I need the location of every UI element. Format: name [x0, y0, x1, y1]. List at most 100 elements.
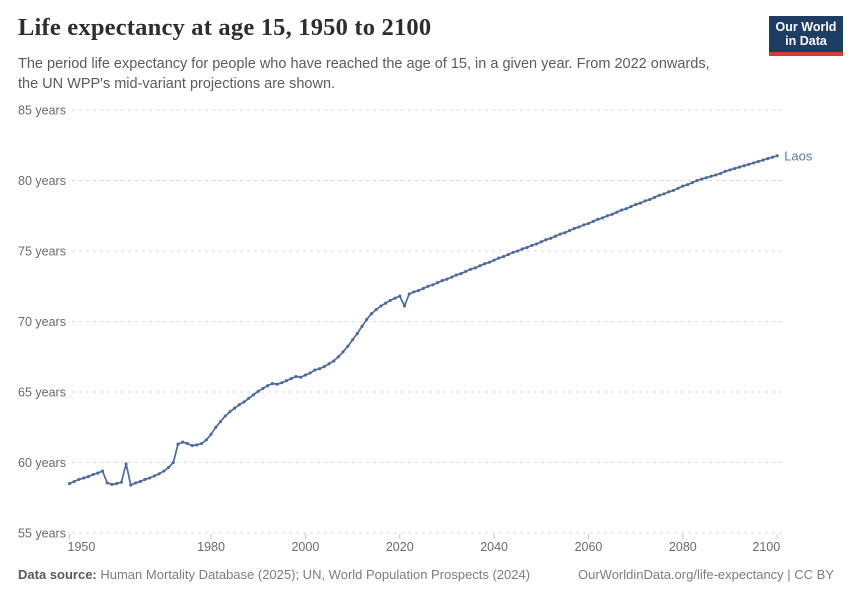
data-point[interactable]: [591, 219, 595, 223]
data-point[interactable]: [346, 344, 350, 348]
data-point[interactable]: [162, 469, 166, 473]
data-point[interactable]: [728, 168, 732, 172]
data-point[interactable]: [303, 373, 307, 377]
data-point[interactable]: [218, 420, 223, 424]
data-point[interactable]: [355, 331, 359, 336]
data-point[interactable]: [671, 188, 675, 192]
data-point[interactable]: [251, 393, 256, 397]
data-point[interactable]: [119, 480, 123, 484]
data-point[interactable]: [511, 250, 515, 254]
data-point[interactable]: [468, 267, 473, 271]
data-point[interactable]: [374, 307, 378, 312]
data-point[interactable]: [280, 381, 284, 385]
footer-citation-link[interactable]: OurWorldinData.org/life-expectancy | CC …: [577, 567, 834, 582]
data-point[interactable]: [129, 483, 133, 487]
data-point[interactable]: [209, 432, 213, 436]
data-point[interactable]: [431, 283, 435, 287]
data-point[interactable]: [586, 221, 591, 226]
data-point[interactable]: [704, 176, 708, 180]
data-point[interactable]: [421, 286, 425, 290]
data-point[interactable]: [360, 324, 364, 328]
data-point[interactable]: [454, 273, 458, 277]
data-point[interactable]: [181, 440, 185, 444]
data-point[interactable]: [582, 223, 586, 227]
data-point[interactable]: [435, 281, 440, 285]
series-end-label[interactable]: Laos: [784, 148, 813, 163]
data-point[interactable]: [530, 243, 534, 247]
data-point[interactable]: [384, 301, 388, 305]
data-point[interactable]: [667, 190, 671, 194]
data-point[interactable]: [605, 214, 609, 218]
data-point[interactable]: [351, 338, 355, 342]
data-point[interactable]: [492, 258, 496, 262]
data-point[interactable]: [695, 178, 699, 183]
data-point[interactable]: [657, 193, 661, 197]
data-point[interactable]: [440, 279, 444, 283]
data-point[interactable]: [100, 469, 105, 473]
data-point[interactable]: [652, 195, 657, 199]
data-point[interactable]: [752, 161, 756, 165]
data-point[interactable]: [473, 266, 477, 270]
data-point[interactable]: [700, 177, 704, 181]
series-points-laos[interactable]: [67, 154, 779, 487]
data-point[interactable]: [662, 192, 666, 196]
data-point[interactable]: [775, 154, 779, 158]
data-point[interactable]: [520, 247, 524, 251]
data-point[interactable]: [228, 410, 232, 414]
data-point[interactable]: [723, 169, 727, 173]
data-point[interactable]: [72, 479, 76, 484]
data-point[interactable]: [152, 474, 156, 478]
data-point[interactable]: [308, 371, 312, 375]
data-point[interactable]: [714, 173, 718, 177]
data-point[interactable]: [138, 479, 142, 484]
data-point[interactable]: [341, 350, 345, 354]
data-point[interactable]: [709, 174, 713, 178]
data-point[interactable]: [379, 304, 383, 308]
data-point[interactable]: [110, 482, 114, 486]
data-point[interactable]: [459, 272, 463, 276]
data-point[interactable]: [402, 304, 407, 308]
data-point[interactable]: [553, 234, 558, 238]
data-point[interactable]: [369, 312, 374, 316]
data-point[interactable]: [539, 240, 543, 244]
data-point[interactable]: [445, 277, 449, 281]
data-point[interactable]: [67, 482, 72, 486]
data-point[interactable]: [148, 476, 152, 480]
data-point[interactable]: [676, 186, 680, 190]
data-point[interactable]: [483, 262, 487, 266]
data-point[interactable]: [761, 158, 765, 162]
data-point[interactable]: [412, 290, 416, 294]
data-point[interactable]: [134, 481, 138, 485]
data-point[interactable]: [176, 442, 180, 446]
data-point[interactable]: [393, 296, 397, 300]
data-point[interactable]: [681, 184, 685, 188]
data-point[interactable]: [742, 164, 746, 168]
data-point[interactable]: [719, 171, 723, 175]
data-point[interactable]: [629, 205, 633, 209]
data-point[interactable]: [634, 202, 638, 207]
data-point[interactable]: [86, 475, 90, 479]
data-point[interactable]: [643, 199, 647, 203]
data-point[interactable]: [195, 443, 199, 447]
data-point[interactable]: [270, 381, 274, 386]
data-point[interactable]: [200, 441, 204, 446]
data-point[interactable]: [388, 298, 392, 302]
data-point[interactable]: [143, 477, 147, 481]
data-point[interactable]: [190, 444, 194, 448]
data-point[interactable]: [96, 471, 100, 475]
data-point[interactable]: [601, 216, 605, 220]
data-point[interactable]: [464, 269, 468, 273]
data-point[interactable]: [619, 208, 624, 212]
data-point[interactable]: [426, 284, 430, 288]
data-point[interactable]: [247, 396, 251, 400]
data-point[interactable]: [770, 155, 775, 159]
data-point[interactable]: [167, 465, 171, 469]
data-point[interactable]: [91, 472, 95, 477]
data-point[interactable]: [266, 384, 270, 388]
data-point[interactable]: [82, 476, 86, 480]
data-point[interactable]: [242, 400, 246, 404]
data-point[interactable]: [766, 157, 770, 161]
data-point[interactable]: [596, 217, 600, 221]
data-point[interactable]: [398, 294, 402, 298]
